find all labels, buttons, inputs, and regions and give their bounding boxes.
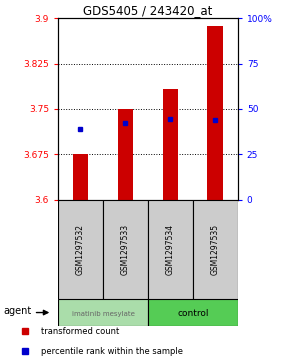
Text: GSM1297535: GSM1297535 [211, 224, 220, 275]
Text: transformed count: transformed count [41, 327, 120, 335]
Text: GSM1297532: GSM1297532 [76, 224, 85, 275]
Bar [72, 154, 88, 200]
Bar [148, 200, 193, 299]
Bar [58, 200, 103, 299]
Text: imatinib mesylate: imatinib mesylate [72, 311, 134, 317]
Title: GDS5405 / 243420_at: GDS5405 / 243420_at [83, 4, 213, 17]
Bar [117, 109, 133, 200]
Text: GSM1297533: GSM1297533 [121, 224, 130, 275]
Bar [162, 89, 178, 200]
Bar [148, 299, 238, 326]
Text: percentile rank within the sample: percentile rank within the sample [41, 347, 183, 356]
Bar [103, 200, 148, 299]
Bar [207, 26, 223, 200]
Text: agent: agent [3, 306, 31, 316]
Bar [58, 299, 148, 326]
Text: control: control [177, 309, 209, 318]
Text: GSM1297534: GSM1297534 [166, 224, 175, 275]
Bar [193, 200, 238, 299]
